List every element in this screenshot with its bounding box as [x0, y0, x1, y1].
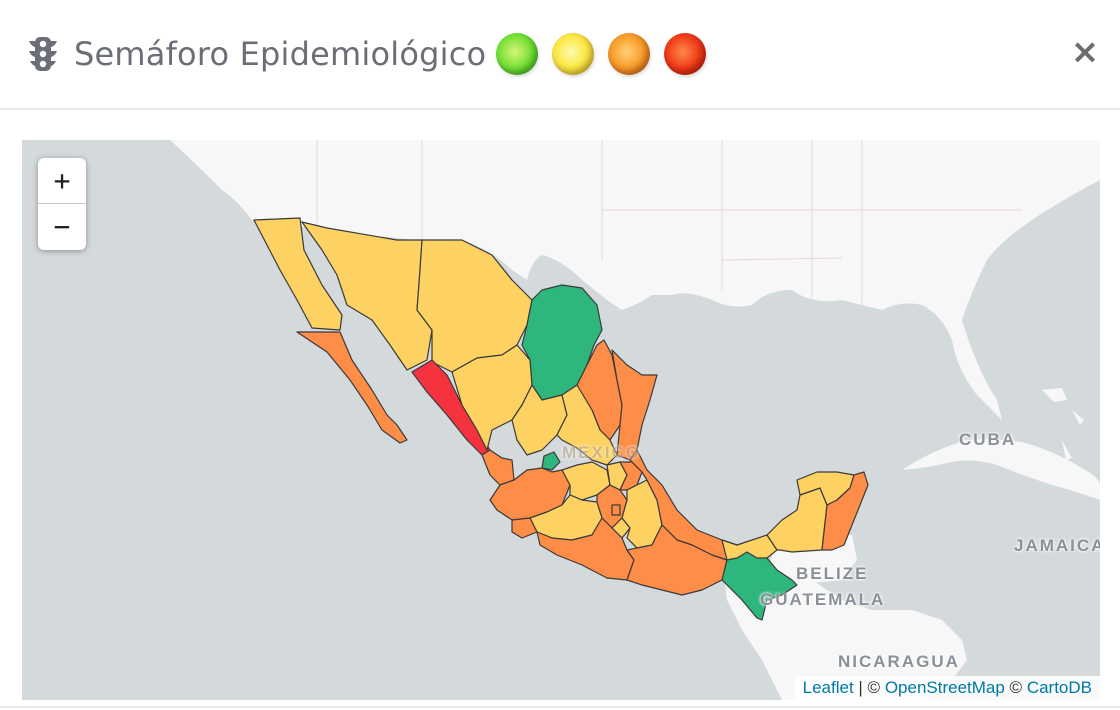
label-guatemala: GUATEMALA — [760, 590, 886, 609]
epidemiological-map[interactable]: MEXICO CUBA JAMAICA BELIZE GUATEMALA NIC… — [22, 140, 1100, 700]
label-jamaica: JAMAICA — [1014, 536, 1100, 555]
modal-title: Semáforo Epidemiológico — [74, 35, 487, 73]
label-nicaragua: NICARAGUA — [838, 652, 960, 671]
zoom-control: + − — [38, 158, 86, 250]
attribution-separator: | © — [853, 678, 885, 697]
zoom-in-button[interactable]: + — [38, 158, 86, 204]
green-light-icon — [496, 33, 539, 75]
cartodb-link[interactable]: CartoDB — [1026, 678, 1092, 697]
attribution-separator-2: © — [1004, 678, 1027, 697]
yellow-light-icon — [552, 33, 595, 75]
zoom-out-button[interactable]: − — [53, 210, 71, 243]
label-belize: BELIZE — [796, 564, 869, 583]
orange-light-icon — [608, 33, 651, 75]
title-bar: Semáforo Epidemiológico — [28, 30, 707, 78]
leaflet-link[interactable]: Leaflet — [802, 678, 854, 697]
modal-header: Semáforo Epidemiológico × — [0, 0, 1120, 110]
map-attribution: Leaflet | © OpenStreetMap © CartoDB — [794, 676, 1100, 700]
label-cuba: CUBA — [959, 430, 1017, 449]
label-mexico: MEXICO — [562, 443, 642, 462]
red-light-icon — [664, 33, 707, 75]
modal-footer-divider — [0, 706, 1120, 708]
openstreetmap-link[interactable]: OpenStreetMap — [884, 678, 1005, 697]
traffic-light-icon — [29, 37, 57, 71]
traffic-lights-legend — [496, 33, 707, 75]
close-button[interactable]: × — [1070, 32, 1100, 72]
map-canvas — [170, 140, 1100, 700]
